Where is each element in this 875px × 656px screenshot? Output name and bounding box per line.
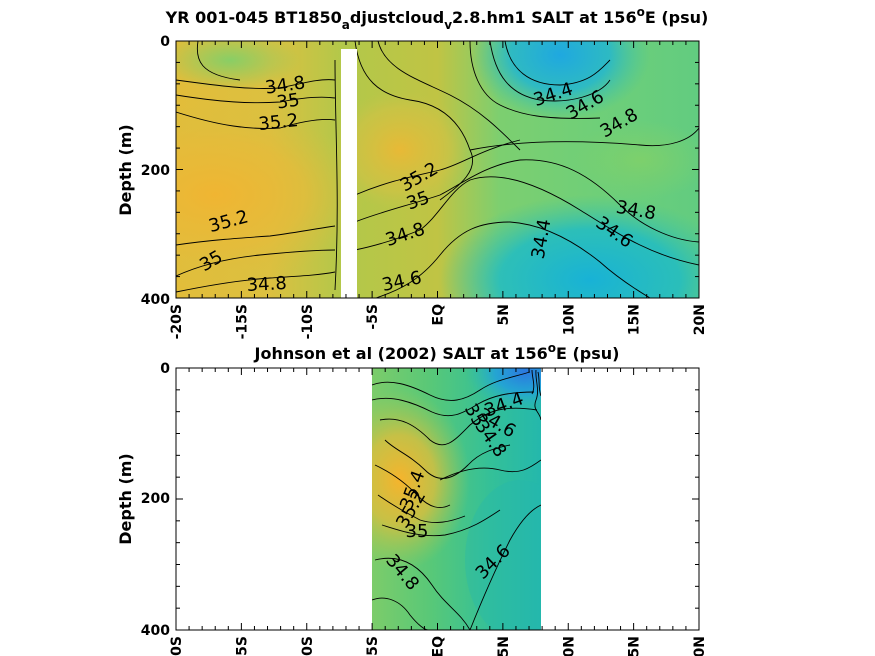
x-tick-label: -15S — [234, 304, 250, 339]
x-tick-label: -5S — [365, 636, 381, 656]
x-tick-label: 5N — [496, 636, 512, 656]
top-tick-labels: 0 200 400 -20S -15S -10S -5S EQ 5N 10N 15N 20N — [141, 34, 708, 339]
x-tick-label: 15N — [627, 304, 643, 335]
x-tick-label: EQ — [431, 304, 447, 326]
top-missing-band — [341, 49, 357, 298]
y-tick-label: 200 — [141, 491, 170, 507]
bottom-title: Johnson et al (2002) SALT at 156oE (psu) — [254, 341, 620, 363]
bottom-y-axis-label: Depth (m) — [116, 453, 135, 545]
contour-label: 35.2 — [257, 110, 299, 135]
y-tick-label: 400 — [141, 623, 170, 639]
bottom-heatmap — [372, 368, 541, 630]
contour-label: 34.8 — [246, 273, 287, 296]
x-tick-label: 10N — [561, 304, 577, 335]
y-tick-label: 400 — [141, 292, 170, 308]
top-contours — [176, 41, 699, 298]
bottom-tick-labels: 0 200 400 -20S -15S -10S -5S EQ 5N 10N 15N 20N — [141, 361, 708, 656]
x-tick-label: 5N — [496, 304, 512, 325]
bottom-contours — [372, 369, 541, 630]
x-tick-label: -20S — [169, 304, 185, 339]
top-ticks — [175, 40, 700, 299]
y-tick-label: 200 — [141, 163, 170, 179]
top-panel: YR 001-045 BT1850adjustcloudv2.8.hm1 SAL… — [116, 5, 709, 339]
top-title: YR 001-045 BT1850adjustcloudv2.8.hm1 SAL… — [165, 5, 709, 32]
x-tick-label: 20N — [692, 636, 708, 656]
x-tick-label: -10S — [300, 304, 316, 339]
x-tick-label: -20S — [169, 636, 185, 656]
x-tick-label: 20N — [692, 304, 708, 335]
bottom-ticks — [175, 367, 700, 631]
contour-label: 35 — [406, 521, 429, 542]
x-tick-label: 10N — [561, 636, 577, 656]
y-tick-label: 0 — [160, 361, 170, 377]
x-tick-label: -5S — [365, 304, 381, 330]
x-tick-label: EQ — [431, 636, 447, 656]
contour-label: 35 — [275, 90, 301, 114]
x-tick-label: -15S — [234, 636, 250, 656]
x-tick-label: -10S — [300, 636, 316, 656]
x-tick-label: 15N — [627, 636, 643, 656]
top-heatmap — [176, 41, 699, 298]
y-tick-label: 0 — [160, 34, 170, 50]
bottom-panel: Johnson et al (2002) SALT at 156oE (psu) — [116, 341, 708, 656]
top-y-axis-label: Depth (m) — [116, 124, 135, 216]
